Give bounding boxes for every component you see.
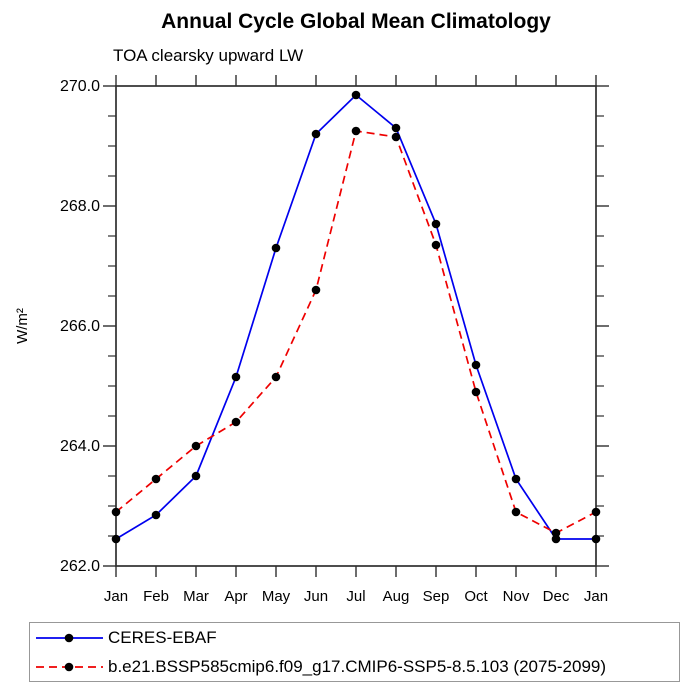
x-axis-label: Dec [543,588,570,605]
data-point-marker [231,372,241,382]
legend-line-sample [36,633,103,642]
data-point-marker [191,441,201,451]
y-axis-label: 270.0 [60,78,100,95]
data-point-marker [391,132,401,142]
y-axis-label: 268.0 [60,198,100,215]
data-point-marker [591,507,601,517]
data-point-marker [351,126,361,136]
y-axis-label: 264.0 [60,438,100,455]
data-point-marker [431,240,441,250]
x-axis-label: Jul [346,588,365,605]
data-point-marker [471,360,481,370]
data-point-marker [111,507,121,517]
x-axis-label: May [262,588,291,605]
data-point-marker [551,534,561,544]
data-point-marker [311,129,321,139]
data-point-marker [111,534,121,544]
x-axis-label: Jan [104,588,128,605]
x-axis-label: Aug [383,588,410,605]
data-point-marker [591,534,601,544]
y-axis-title: W/m² [14,308,31,344]
data-point-marker [311,285,321,295]
x-axis-label: Sep [423,588,450,605]
data-point-marker [391,123,401,133]
x-axis-label: Mar [183,588,209,605]
x-axis-label: Oct [464,588,488,605]
x-axis-label: Nov [503,588,530,605]
data-point-marker [151,510,161,520]
x-axis-label: Jun [304,588,328,605]
data-point-marker [351,90,361,100]
data-point-marker [551,528,561,538]
legend-line-sample [36,662,103,671]
series-line-0 [115,93,596,540]
legend-marker [64,633,74,642]
data-point-marker [191,471,201,481]
data-point-marker [471,387,481,397]
axes-frame [115,85,597,567]
legend-label: b.e21.BSSP585cmip6.f09_g17.CMIP6-SSP5-8.… [108,656,607,676]
plot-area: Jan Feb Mar Apr May Jun Jul Aug Sep Oct Nov Dec Jan2… [14,75,609,605]
legend-label: CERES-EBAF [108,627,217,647]
y-axis-label: 262.0 [60,558,100,575]
legend-box: CERES-EBAF b.e21.BSSP585cmip6.f09_g17.CMI… [29,622,680,682]
data-point-marker [151,474,161,484]
data-point-marker [431,219,441,229]
y-axis-label: 266.0 [60,318,100,335]
x-axis-label: Jan [584,588,608,605]
chart-subtitle: TOA clearsky upward LW [113,46,304,65]
x-axis-label: Apr [224,588,247,605]
legend-marker [64,662,74,671]
data-point-marker [231,417,241,427]
data-point-marker [271,372,281,382]
data-point-marker [511,474,521,484]
x-axis-label: Feb [143,588,169,605]
legend-entry-0: CERES-EBAF [30,623,679,652]
chart-title: Annual Cycle Global Mean Climatology [161,10,551,33]
legend-entry-1: b.e21.BSSP585cmip6.f09_g17.CMIP6-SSP5-8.… [30,652,679,681]
series-line-1 [115,130,597,534]
data-point-marker [271,243,281,253]
data-point-marker [511,507,521,517]
